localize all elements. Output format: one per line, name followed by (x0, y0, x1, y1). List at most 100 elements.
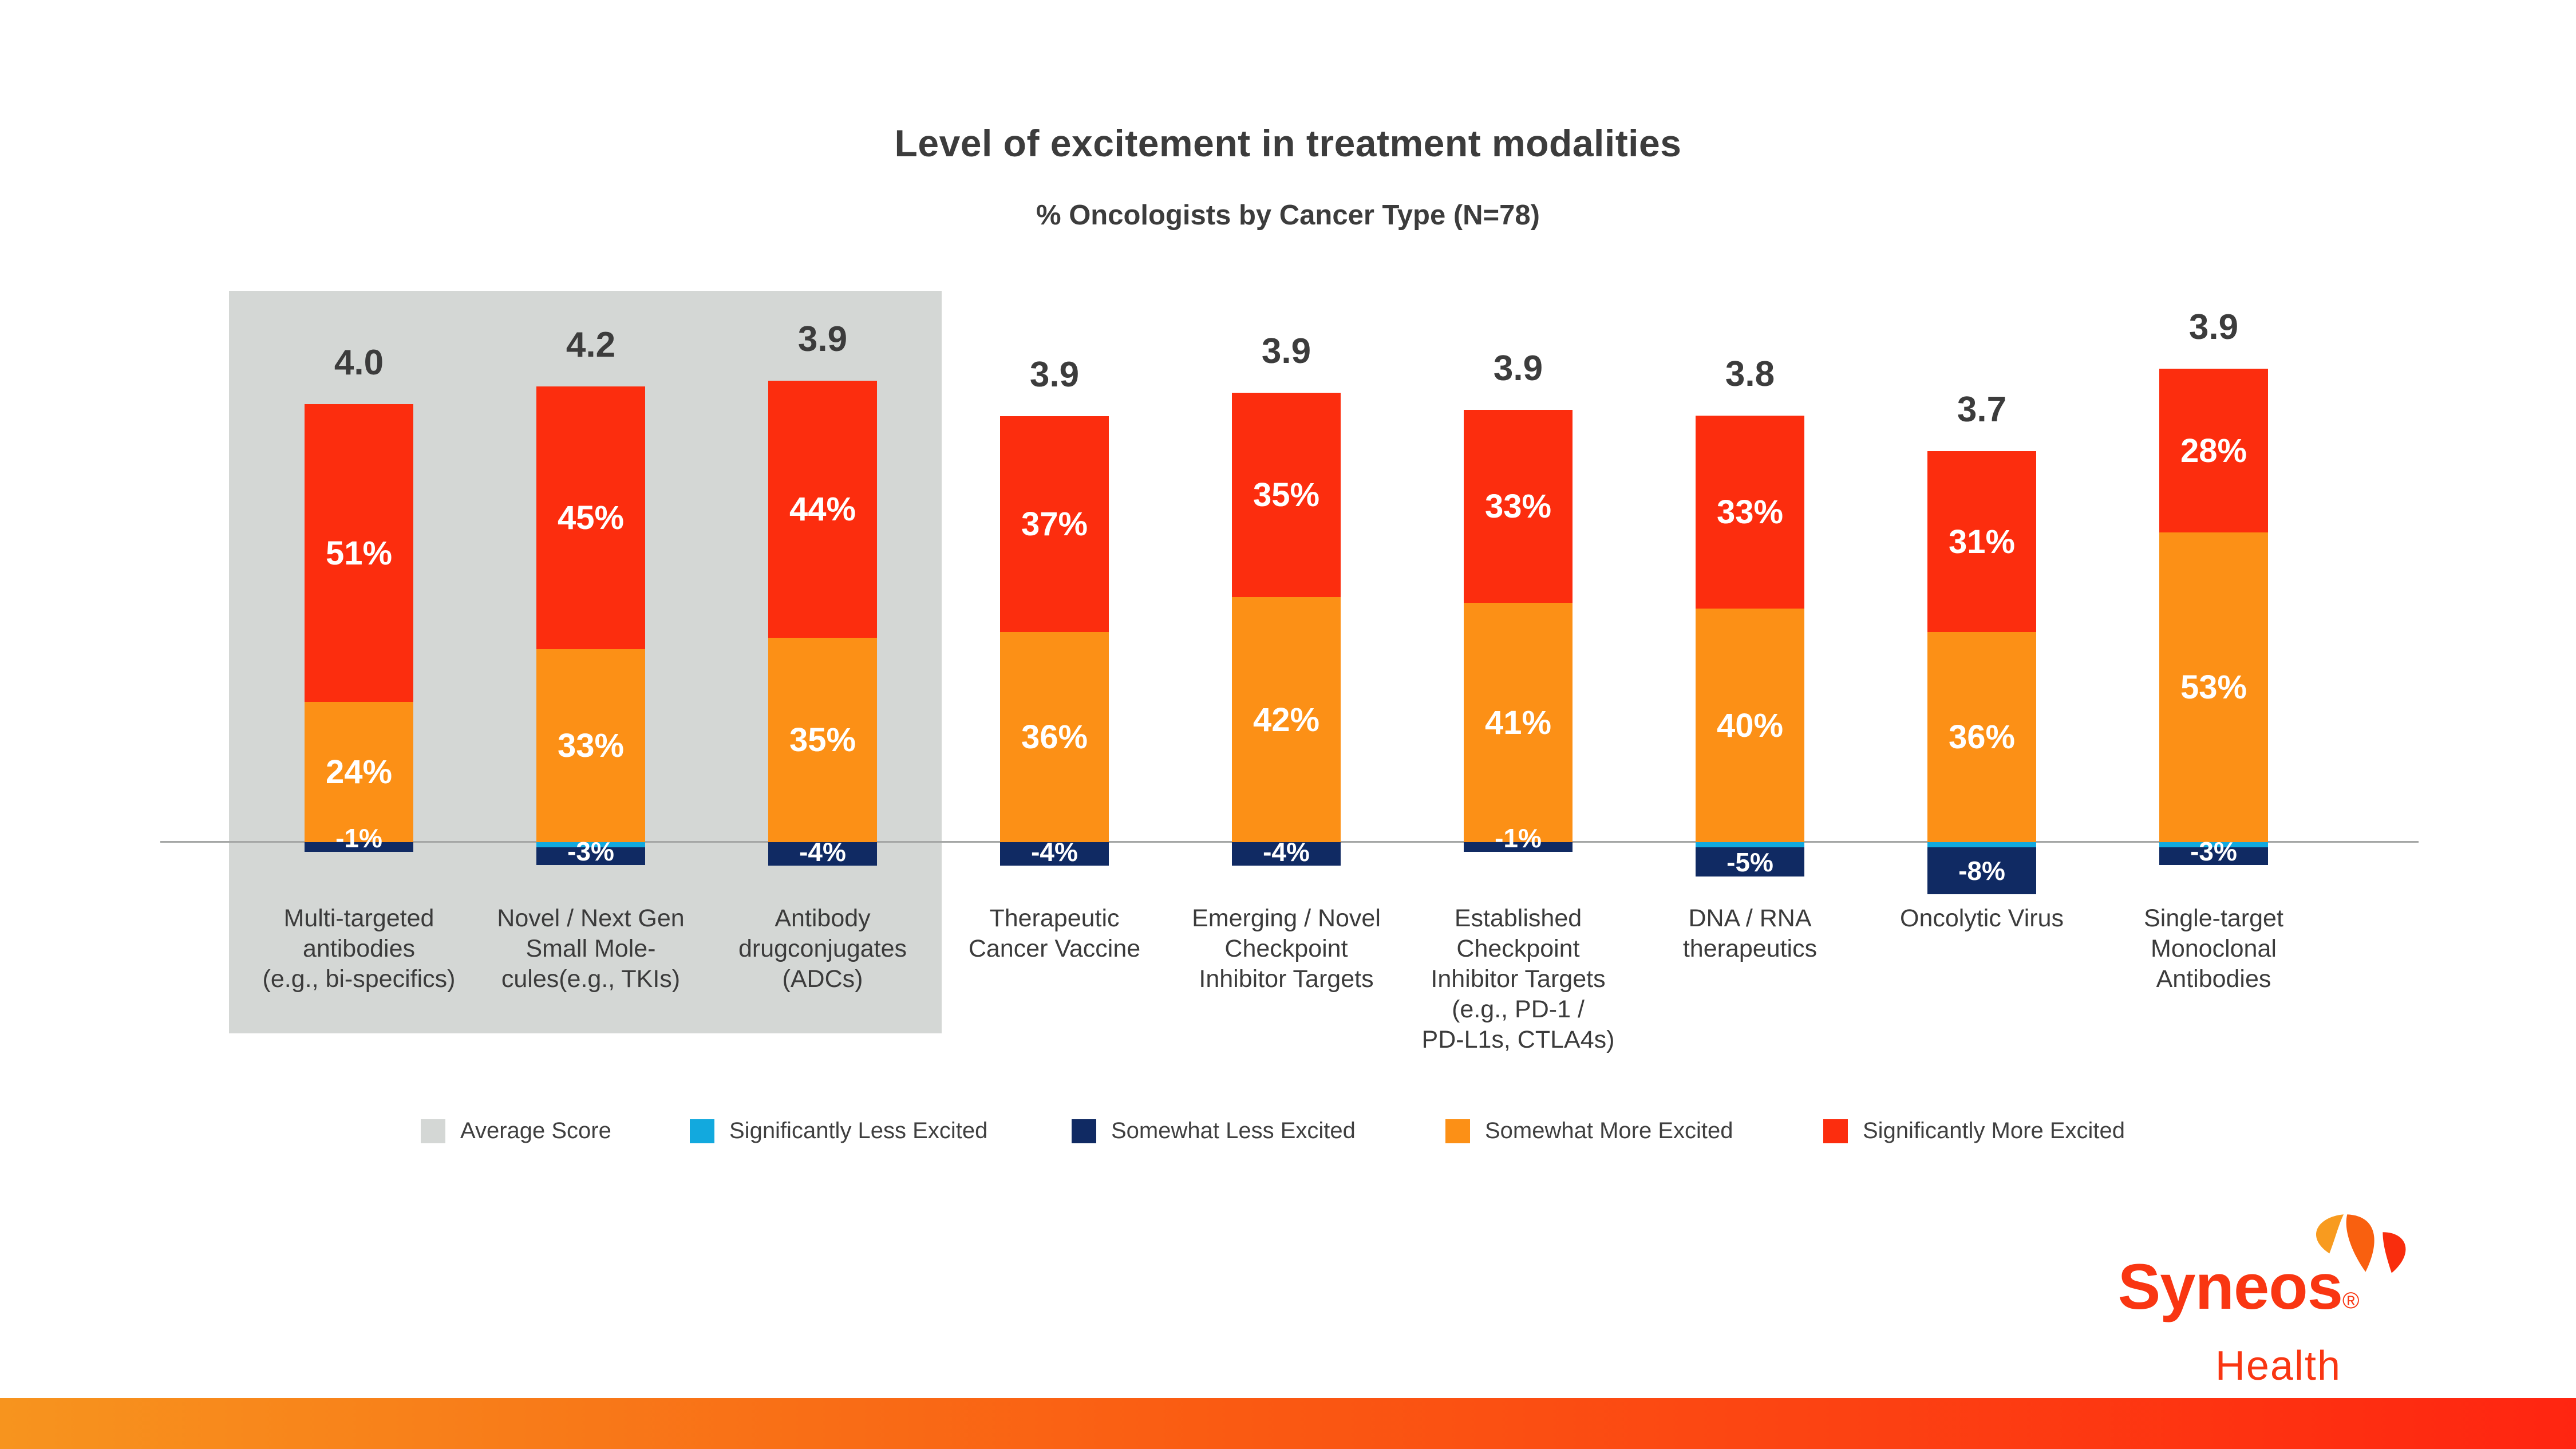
logo-registered-mark: ® (2342, 1288, 2360, 1313)
bar-value-somewhat-more-excited: 24% (325, 753, 393, 791)
legend-label: Significantly More Excited (1863, 1118, 2125, 1143)
bar-value-somewhat-more-excited: 53% (2180, 669, 2247, 706)
bar-segment-significantly-more-excited: 33% (1696, 416, 1804, 609)
bar-value-somewhat-more-excited: 36% (1948, 718, 2016, 756)
average-score-label: 3.9 (1493, 349, 1543, 388)
legend-item: Significantly Less Excited (690, 1118, 987, 1144)
category-label-line: Therapeutic (989, 905, 1120, 932)
bar-segment-significantly-more-excited: 31% (1927, 451, 2036, 632)
bar-segment-significantly-more-excited: 45% (536, 386, 645, 649)
bar-segment-somewhat-less-excited (768, 842, 877, 866)
category-label-line: (e.g., bi-specifics) (262, 965, 456, 993)
bar-segment-significantly-more-excited: 51% (305, 404, 413, 702)
category-label-line: Small Mole- (526, 935, 656, 962)
category-label-line: Checkpoint (1224, 935, 1348, 962)
average-score-label: 3.7 (1957, 390, 2007, 429)
bar-value-significantly-more-excited: 33% (1484, 488, 1552, 525)
bar-segment-somewhat-less-excited (1000, 842, 1109, 866)
bar-segment-somewhat-more-excited: 33% (536, 649, 645, 842)
average-score-label: 3.9 (2188, 307, 2239, 347)
average-score-label: 3.9 (797, 319, 848, 359)
bar-segment-significantly-less-excited (1696, 842, 1804, 847)
bar-value-somewhat-more-excited: 42% (1253, 701, 1320, 739)
chart-subtitle: % Oncologists by Cancer Type (N=78) (1036, 200, 1540, 231)
bar-segment-significantly-more-excited: 33% (1464, 410, 1573, 603)
category-label: Single-target Monoclonal Antibodies (2099, 903, 2328, 994)
category-label-line: Checkpoint (1456, 935, 1580, 962)
category-label-line: Multi-targeted (283, 905, 434, 932)
average-score-label: 3.9 (1261, 331, 1311, 371)
footer-gradient-bar (0, 1398, 2576, 1449)
legend-swatch (690, 1119, 714, 1143)
bar-segment-somewhat-less-excited (1232, 842, 1341, 866)
legend-item: Somewhat Less Excited (1072, 1118, 1356, 1144)
category-label: Established Checkpoint Inhibitor Targets (e… (1404, 903, 1633, 1055)
category-label-line: DNA / RNA (1688, 905, 1812, 932)
logo-sub-text: Health (2215, 1343, 2341, 1389)
bar-value-somewhat-less-excited: -5% (1726, 847, 1773, 877)
legend-swatch (421, 1119, 445, 1143)
logo-ribbon-right (2383, 1232, 2406, 1273)
bar-value-somewhat-more-excited: 36% (1021, 718, 1088, 756)
bar-value-somewhat-less-excited: -3% (567, 836, 614, 866)
bar-value-somewhat-more-excited: 33% (557, 727, 625, 764)
category-label: Emerging / Novel Checkpoint Inhibitor Targ… (1172, 903, 1401, 994)
category-label-line: Emerging / Novel (1192, 905, 1381, 932)
category-label-line: Monoclonal (2151, 935, 2277, 962)
bar-segment-significantly-less-excited (536, 842, 645, 847)
bar-segment-somewhat-less-excited (1696, 847, 1804, 876)
bar-segment-significantly-more-excited: 44% (768, 381, 877, 638)
category-label-line: Cancer Vaccine (968, 935, 1141, 962)
legend-swatch (1072, 1119, 1096, 1143)
bar-segment-significantly-more-excited: 28% (2159, 369, 2268, 532)
bar-value-somewhat-less-excited: -1% (1495, 823, 1542, 853)
bar-value-somewhat-less-excited: -1% (335, 823, 382, 853)
bar-segment-somewhat-more-excited: 40% (1696, 609, 1804, 842)
category-label: Oncolytic Virus (1867, 903, 2096, 934)
category-label: Antibody drugconjugates (ADCs) (708, 903, 937, 994)
bar-segment-somewhat-less-excited (2159, 847, 2268, 865)
legend-swatch (1445, 1119, 1470, 1143)
category-label-line: (e.g., PD-1 / (1452, 996, 1585, 1023)
syneos-health-logo: Syneos ® Health (2061, 1208, 2427, 1414)
category-label-line: (ADCs) (782, 965, 863, 993)
bar-value-significantly-more-excited: 44% (789, 491, 856, 528)
bar-segment-somewhat-less-excited (1464, 842, 1573, 852)
bar-value-somewhat-less-excited: -3% (2190, 836, 2237, 866)
category-label: Multi-targeted antibodies (e.g., bi-specif… (244, 903, 473, 994)
bar-value-significantly-more-excited: 31% (1948, 523, 2016, 560)
bar-value-significantly-more-excited: 51% (325, 534, 393, 572)
legend-label: Somewhat More Excited (1485, 1118, 1733, 1143)
bar-segment-somewhat-less-excited (305, 842, 413, 852)
bar-value-somewhat-less-excited: -8% (1958, 856, 2005, 886)
bar-segment-somewhat-more-excited: 24% (305, 702, 413, 842)
bar-value-significantly-more-excited: 37% (1021, 506, 1088, 543)
bar-value-somewhat-less-excited: -4% (799, 837, 846, 867)
category-label-line: PD-L1s, CTLA4s) (1421, 1026, 1615, 1053)
syneos-logo-mark-icon (2316, 1214, 2406, 1273)
category-label-line: cules(e.g., TKIs) (501, 965, 681, 993)
bar-value-significantly-more-excited: 33% (1716, 493, 1784, 531)
category-label-line: Novel / Next Gen (497, 905, 685, 932)
average-score-label: 3.8 (1725, 354, 1775, 394)
logo-ribbon-middle (2346, 1214, 2374, 1272)
legend-swatch (1823, 1119, 1848, 1143)
bar-value-somewhat-less-excited: -4% (1263, 837, 1310, 867)
average-score-label: 4.0 (334, 343, 384, 382)
bar-segment-significantly-less-excited (2159, 842, 2268, 847)
bar-value-significantly-more-excited: 45% (557, 499, 625, 536)
average-score-label: 3.9 (1029, 355, 1080, 394)
bar-segment-somewhat-more-excited: 36% (1927, 632, 2036, 842)
bar-segment-somewhat-more-excited: 42% (1232, 597, 1341, 842)
bar-segment-somewhat-less-excited (536, 847, 645, 865)
bar-segment-significantly-more-excited: 37% (1000, 416, 1109, 632)
legend-item: Somewhat More Excited (1445, 1118, 1733, 1144)
chart-title: Level of excitement in treatment modalit… (894, 122, 1682, 164)
bar-segment-somewhat-less-excited (1927, 847, 2036, 894)
bar-segment-significantly-more-excited: 35% (1232, 393, 1341, 597)
category-label-line: Antibodies (2156, 965, 2271, 993)
legend-label: Significantly Less Excited (729, 1118, 988, 1143)
bar-value-significantly-more-excited: 28% (2180, 432, 2247, 469)
